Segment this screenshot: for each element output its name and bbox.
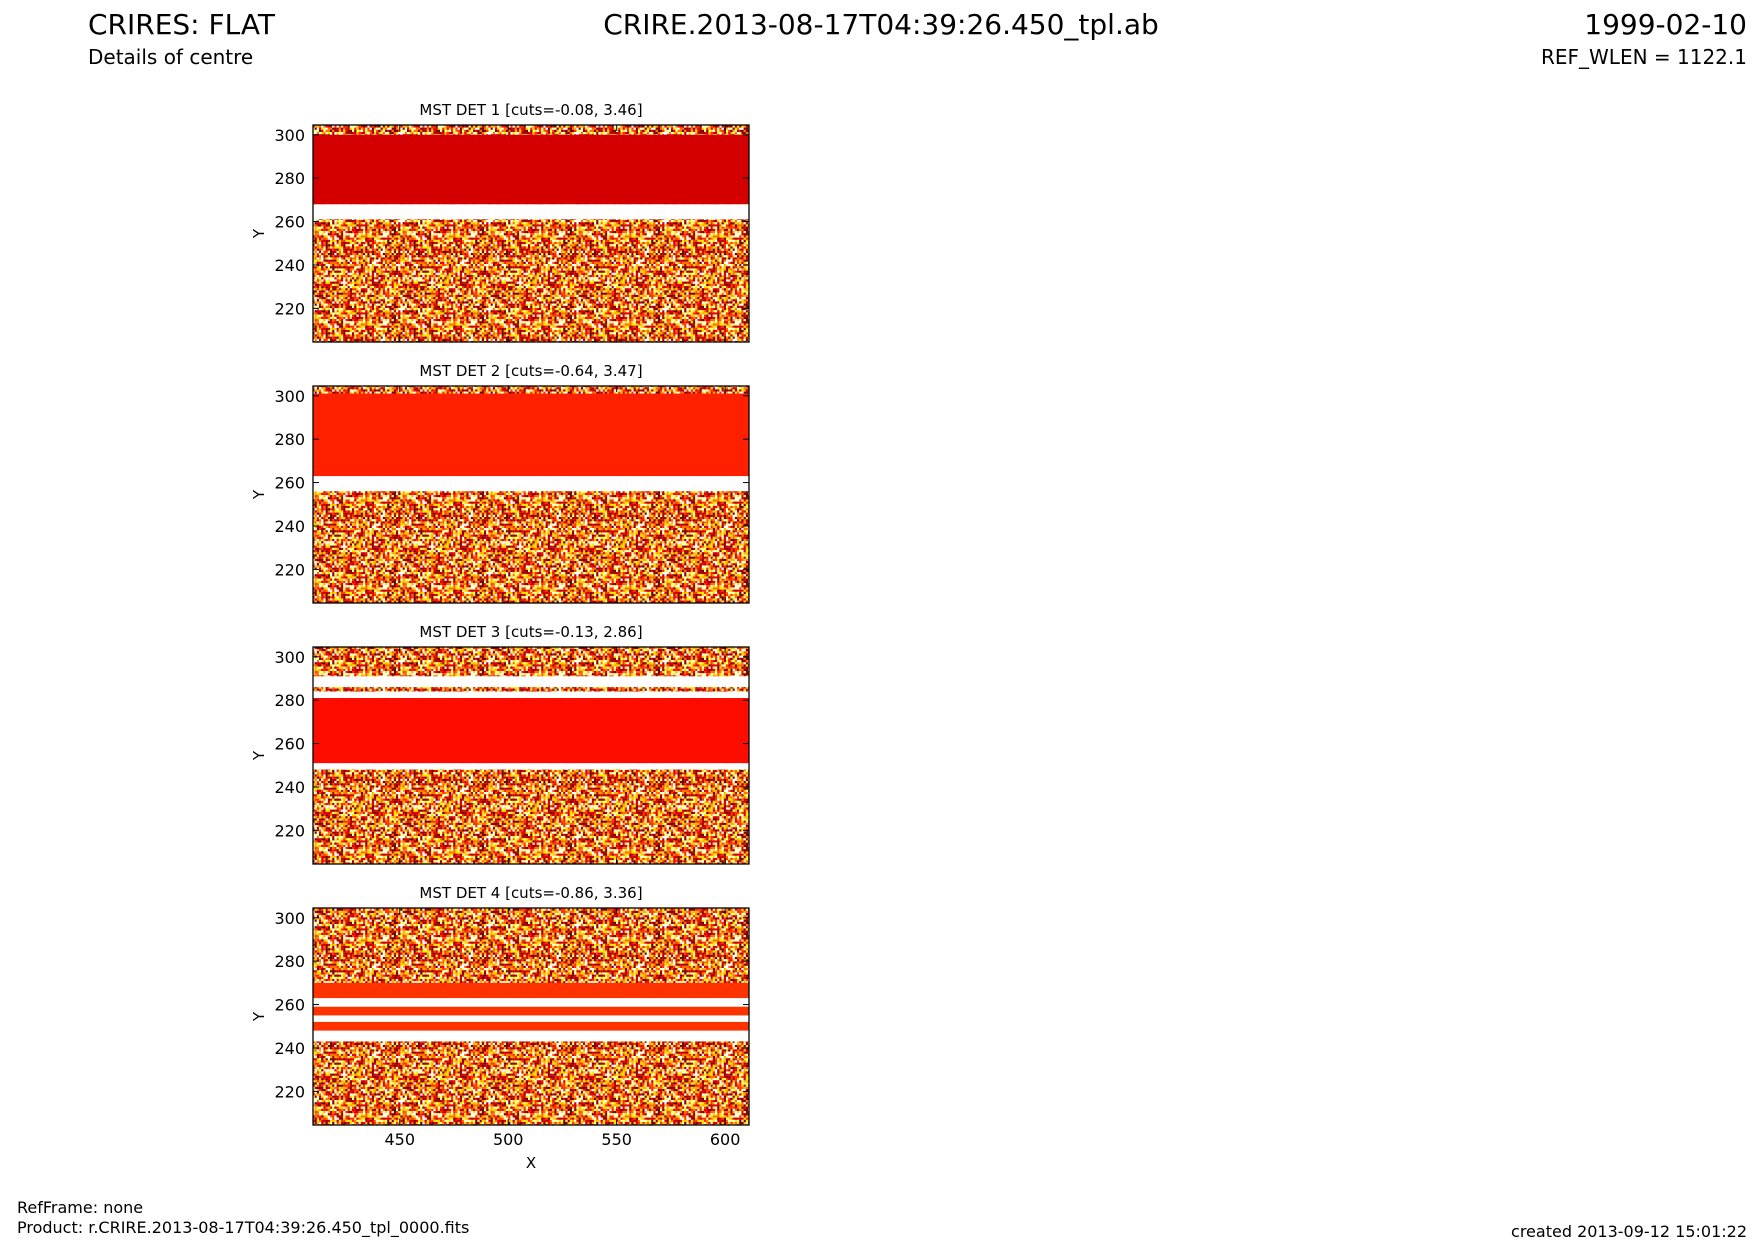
y-tick-label: 280 [274, 169, 305, 188]
y-tick-label: 240 [274, 517, 305, 536]
axes-frame [312, 907, 750, 1126]
x-tick-label: 550 [601, 1130, 632, 1149]
y-tick-label: 240 [274, 778, 305, 797]
y-tick-label: 280 [274, 430, 305, 449]
band [313, 393, 749, 477]
y-tick-label: 300 [274, 387, 305, 406]
band [313, 1021, 749, 1031]
panel-title: MST DET 2 [cuts=-0.64, 3.47] [419, 362, 642, 380]
footer-created: created 2013-09-12 15:01:22 [1511, 1222, 1747, 1241]
y-axis-label: Y [250, 489, 268, 500]
band [313, 204, 749, 220]
y-axis-label: Y [250, 1011, 268, 1022]
y-tick-label: 220 [274, 1082, 305, 1101]
header-ref-wlen: REF_WLEN = 1122.1 [1541, 45, 1747, 69]
y-tick-label: 260 [274, 996, 305, 1015]
header-title: CRIRES: FLAT [88, 8, 276, 41]
x-tick-label: 600 [710, 1130, 741, 1149]
header-file: CRIRE.2013-08-17T04:39:26.450_tpl.ab [603, 8, 1159, 41]
panel-title: MST DET 3 [cuts=-0.13, 2.86] [419, 623, 642, 641]
y-tick-label: 300 [274, 909, 305, 928]
footer-refframe: RefFrame: none [17, 1198, 143, 1217]
band [313, 691, 749, 698]
y-tick-label: 260 [274, 474, 305, 493]
band [313, 998, 749, 1042]
band [313, 763, 749, 770]
band [313, 476, 749, 492]
y-tick-label: 300 [274, 648, 305, 667]
y-tick-label: 240 [274, 256, 305, 275]
band [313, 676, 749, 688]
footer-product: Product: r.CRIRE.2013-08-17T04:39:26.450… [17, 1218, 469, 1238]
axes-frame [312, 385, 750, 604]
x-axis-label: X [526, 1154, 536, 1172]
band [313, 982, 749, 999]
y-tick-label: 260 [274, 213, 305, 232]
band [313, 134, 749, 205]
band [313, 697, 749, 764]
panel-title: MST DET 4 [cuts=-0.86, 3.36] [419, 884, 642, 902]
y-tick-label: 300 [274, 126, 305, 145]
y-tick-label: 220 [274, 821, 305, 840]
header-subtitle: Details of centre [88, 45, 253, 69]
y-tick-label: 280 [274, 952, 305, 971]
y-tick-label: 260 [274, 735, 305, 754]
y-tick-label: 220 [274, 299, 305, 318]
axes-frame [312, 124, 750, 343]
x-tick-label: 450 [384, 1130, 415, 1149]
panel-title: MST DET 1 [cuts=-0.08, 3.46] [419, 101, 642, 119]
y-axis-label: Y [250, 750, 268, 761]
y-axis-label: Y [250, 228, 268, 239]
y-tick-label: 240 [274, 1039, 305, 1058]
y-tick-label: 280 [274, 691, 305, 710]
y-tick-label: 220 [274, 560, 305, 579]
band [313, 1006, 749, 1016]
header-date: 1999-02-10 [1584, 8, 1747, 41]
x-tick-label: 500 [493, 1130, 524, 1149]
axes-frame [312, 646, 750, 865]
